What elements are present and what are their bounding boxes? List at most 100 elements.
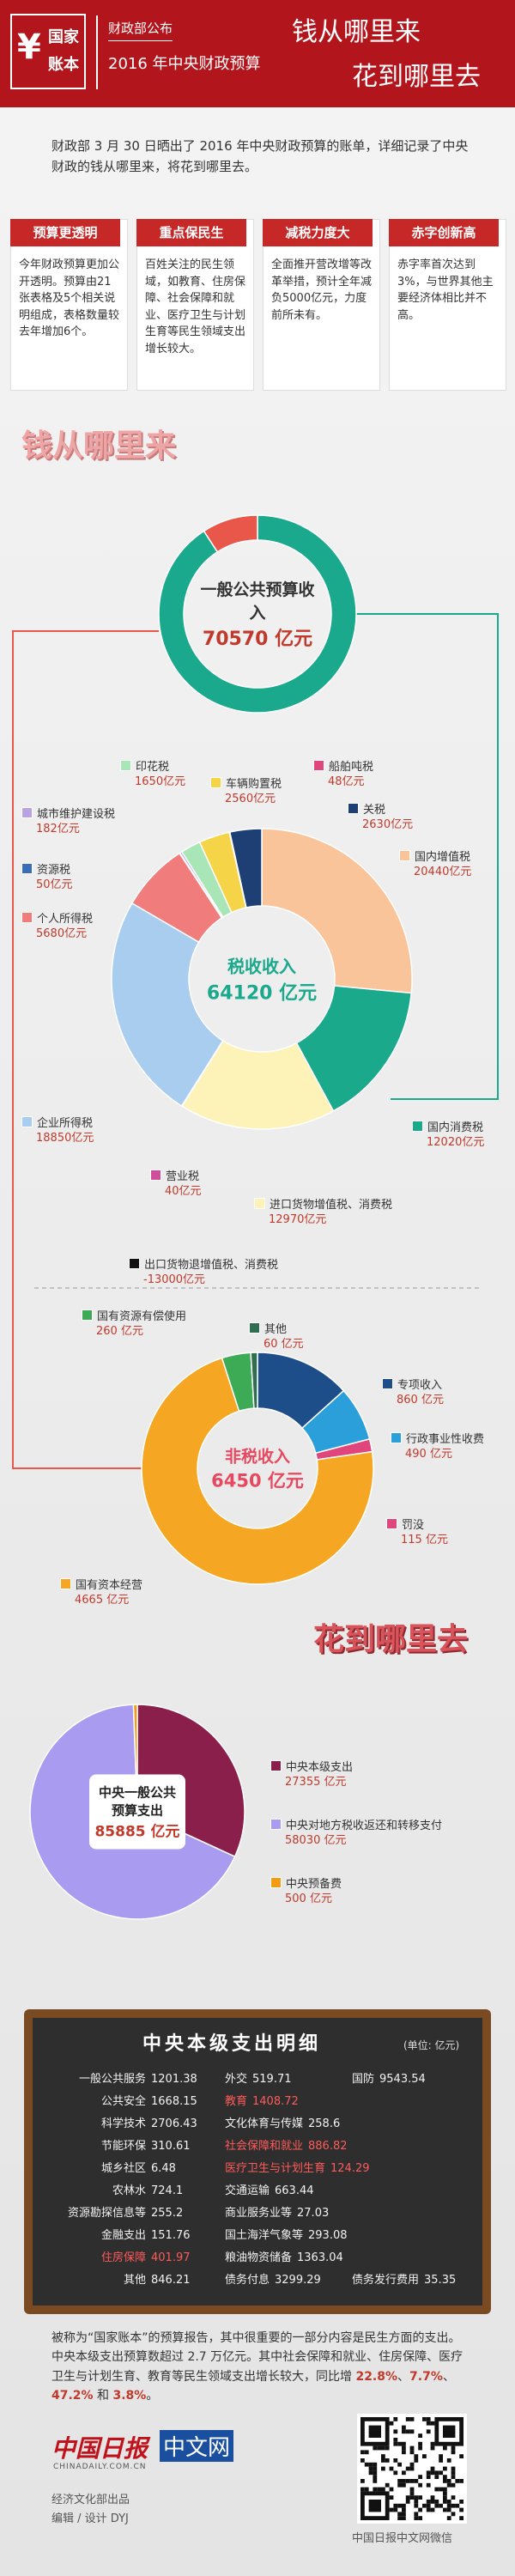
qr-cell (418, 2475, 422, 2479)
qr-cell (368, 2466, 373, 2471)
value-label: 860 亿元 (397, 1394, 444, 1406)
qr-cell (430, 2445, 435, 2451)
cell-value: 3299.29 (275, 2274, 321, 2287)
qr-cell (430, 2470, 435, 2476)
qr-cell (430, 2507, 435, 2512)
cell-value: 1201.38 (151, 2073, 197, 2086)
qr-cell (381, 2458, 385, 2463)
qr-finder (368, 2500, 381, 2512)
qr-cell (455, 2479, 460, 2483)
cell-label: 金融支出 (101, 2228, 146, 2242)
qr-cell (459, 2479, 464, 2483)
producer: 经济文化部出品 (52, 2494, 130, 2506)
qr-cell (426, 2500, 431, 2504)
qr-cell (439, 2487, 443, 2492)
qr-cell (377, 2445, 381, 2451)
qr-cell (393, 2470, 398, 2476)
qr-cell (426, 2417, 431, 2421)
legend-swatch (210, 777, 221, 788)
qr-cell (434, 2503, 439, 2508)
legend-item: 企业所得税 18850亿元 (21, 1116, 94, 1145)
value-label: 2560亿元 (225, 793, 276, 805)
section-title: 花到哪里去 (313, 1622, 469, 1657)
qr-cell (402, 2512, 406, 2517)
qr-cell (393, 2507, 398, 2512)
legend-swatch (386, 1518, 397, 1529)
table-cell: 国防 9543.54 (352, 2072, 426, 2086)
qr-cell (405, 2429, 410, 2434)
qr-cell (426, 2421, 431, 2426)
legend-item: 印花税 1650亿元 (120, 760, 185, 789)
qr-cell (409, 2429, 415, 2434)
qr-cell (409, 2479, 415, 2483)
separator (96, 15, 98, 89)
qr-cell (443, 2507, 447, 2512)
qr-cell (397, 2503, 402, 2508)
legend-label: 关税 (363, 804, 386, 817)
legend-swatch (412, 1121, 423, 1132)
table-cell: 债务发行费用 35.35 (352, 2273, 456, 2287)
legend-label: 中央预备费 (286, 1878, 342, 1891)
subtitle: 2016 年中央财政预算 (108, 55, 261, 73)
qr-cell (430, 2495, 435, 2500)
cell-value: 663.44 (275, 2184, 314, 2197)
summary: 被称为“国家账本”的预算报告，其中很重要的一部分内容是民生方面的支出。中央本级支… (52, 2329, 472, 2406)
slice (181, 1039, 335, 1130)
chart-total: 85885 亿元 (94, 1823, 180, 1841)
qr-cell (360, 2487, 365, 2492)
connector (12, 630, 159, 1469)
slice (250, 1352, 258, 1409)
qr-cell (434, 2470, 439, 2476)
legend-swatch (399, 850, 410, 861)
legend-label: 行政事业性收费 (406, 1433, 485, 1446)
qr-cell (402, 2482, 406, 2488)
qr-cell (381, 2487, 385, 2492)
qr-cell (373, 2475, 378, 2479)
cell-label: 教育 (225, 2094, 247, 2108)
logo: ¥ 国家账本 (10, 14, 86, 89)
qr-cell (426, 2507, 431, 2512)
cell-value: 6.48 (151, 2162, 176, 2175)
qr-cell (409, 2417, 415, 2421)
qr-cell (389, 2421, 394, 2426)
chart-title: 一般公共预算收入 (200, 580, 315, 623)
qr-cell (426, 2475, 431, 2479)
table-cell: 金融支出 (101, 2228, 146, 2242)
legend-label: 专项收入 (397, 1379, 443, 1392)
value-label: 5680亿元 (36, 927, 88, 940)
cell-label: 科学技术 (101, 2117, 146, 2130)
cell-label: 节能环保 (101, 2140, 146, 2153)
cell-value: 151.76 (151, 2229, 191, 2242)
cell-label: 商业服务业等 (225, 2206, 292, 2220)
legend-swatch (270, 1819, 282, 1830)
qr-cell (414, 2512, 419, 2517)
cell-value: 293.08 (308, 2229, 348, 2242)
card-title: 赤字创新高 (389, 219, 499, 246)
qr-cell (443, 2495, 447, 2500)
cell-label: 粮油物资储备 (225, 2251, 292, 2264)
publisher: 财政部公布 (108, 19, 173, 41)
qr-cell (414, 2495, 419, 2500)
legend-item: 中央预备费 500 亿元 (270, 1877, 342, 1906)
qr-cell (393, 2503, 398, 2508)
header: ¥ 国家账本 财政部公布 2016 年中央财政预算 钱从哪里来 花到哪里去 (0, 0, 515, 107)
value-label: 12020亿元 (427, 1136, 485, 1149)
brand-web: 中文网 (160, 2430, 234, 2462)
qr-cell (451, 2495, 456, 2500)
chart-title: 中央一般公共预算支出 (98, 1784, 176, 1819)
qr-cell (393, 2441, 398, 2446)
qr-cell (451, 2512, 456, 2517)
legend-swatch (348, 803, 359, 814)
qr-cell (451, 2503, 456, 2508)
cell-label: 一般公共服务 (79, 2072, 146, 2086)
table-cell: 城乡社区 (101, 2161, 146, 2175)
qr-cell (409, 2491, 415, 2496)
legend-item: 罚没 115 亿元 (386, 1518, 448, 1547)
board (33, 2018, 482, 2306)
qr-cell (418, 2495, 422, 2500)
qr-cell (409, 2487, 415, 2492)
card: 重点保民生 百姓关注的民生领域，如教育、住房保障、社会保障和就业、医疗卫生与计划生… (136, 219, 254, 391)
table-cell: 债务付息 3299.29 (225, 2273, 321, 2287)
qr-cell (414, 2454, 419, 2458)
